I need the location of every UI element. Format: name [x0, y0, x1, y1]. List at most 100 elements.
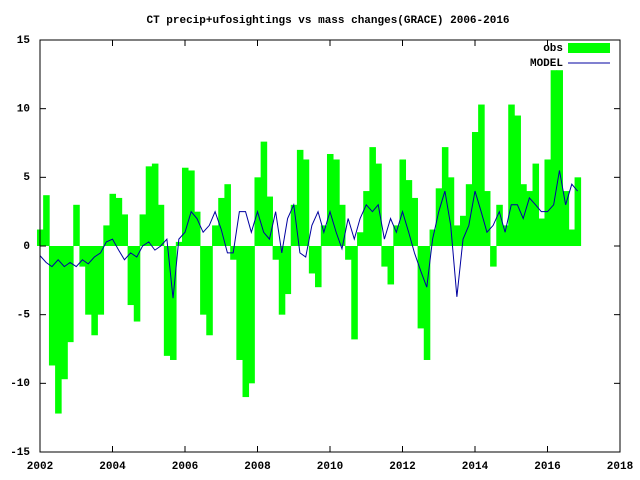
y-tick-label: -10 — [10, 378, 30, 390]
bar — [127, 246, 135, 306]
bar — [363, 191, 370, 246]
bar — [357, 232, 364, 246]
x-tick-label: 2014 — [462, 461, 489, 473]
bar — [538, 218, 545, 246]
bar — [326, 153, 334, 246]
bar — [67, 246, 74, 343]
bar — [483, 191, 491, 246]
legend-label: MODEL — [530, 58, 563, 70]
bar — [188, 170, 195, 246]
bar — [556, 70, 563, 246]
bar — [338, 204, 346, 246]
x-tick-label: 2018 — [607, 461, 634, 473]
bar — [212, 225, 219, 246]
bar — [115, 197, 123, 246]
bar — [526, 191, 533, 246]
x-tick-label: 2002 — [27, 461, 53, 473]
bar — [278, 246, 286, 315]
bar — [460, 215, 467, 246]
bar — [502, 225, 509, 246]
legend-label: obs — [543, 43, 563, 55]
bar — [206, 246, 213, 336]
bar — [453, 225, 461, 246]
bar — [423, 246, 431, 360]
bar — [369, 147, 376, 246]
bar — [574, 177, 582, 246]
x-tick-label: 2008 — [244, 461, 271, 473]
bar — [568, 229, 576, 246]
bar — [163, 246, 171, 356]
x-tick-label: 2006 — [172, 461, 198, 473]
bar — [175, 241, 183, 246]
bar — [490, 246, 497, 267]
bar — [103, 225, 110, 246]
bar — [320, 225, 328, 246]
bar — [441, 147, 449, 246]
bar — [97, 246, 105, 315]
bar — [109, 193, 117, 246]
bar — [351, 246, 358, 340]
bar — [417, 246, 425, 329]
bar — [411, 197, 418, 246]
bar — [79, 246, 86, 267]
bar — [478, 104, 485, 247]
bar — [248, 246, 255, 384]
bar — [447, 177, 455, 246]
bar — [550, 70, 558, 246]
bar — [315, 246, 322, 288]
y-tick-label: 10 — [17, 104, 30, 116]
bar — [218, 197, 225, 246]
bar — [405, 180, 413, 246]
y-tick-label: 15 — [17, 35, 31, 47]
bar — [61, 246, 68, 380]
x-tick-label: 2004 — [99, 461, 126, 473]
x-tick-label: 2010 — [317, 461, 343, 473]
bar — [266, 196, 273, 246]
bar — [181, 167, 189, 246]
bar — [145, 166, 153, 246]
bar — [170, 246, 177, 360]
line — [39, 170, 578, 299]
bar — [157, 204, 165, 246]
bar — [121, 214, 128, 246]
x-tick-label: 2012 — [389, 461, 415, 473]
bar — [296, 149, 304, 246]
bar — [224, 184, 231, 246]
y-tick-label: 5 — [23, 172, 30, 184]
bar — [399, 159, 407, 246]
bar — [381, 246, 388, 267]
bar — [55, 246, 62, 414]
bar — [260, 141, 268, 246]
bar — [284, 246, 292, 295]
bar — [514, 115, 521, 247]
bar — [73, 204, 80, 246]
bar — [302, 159, 310, 246]
bar — [508, 104, 515, 247]
bar — [91, 246, 98, 336]
x-tick-label: 2016 — [534, 461, 560, 473]
bar — [387, 246, 395, 285]
bar — [465, 184, 473, 246]
legend-swatch — [568, 43, 610, 53]
bar — [85, 246, 92, 315]
bar — [242, 246, 250, 398]
y-tick-label: -5 — [17, 310, 31, 322]
bar — [193, 211, 201, 246]
bar — [393, 225, 400, 246]
bar — [133, 246, 141, 322]
bar — [562, 191, 570, 246]
bar — [48, 246, 56, 366]
bar — [544, 159, 552, 246]
y-tick-label: -15 — [10, 447, 30, 459]
bar — [308, 246, 316, 274]
bar — [43, 195, 50, 246]
bar — [471, 132, 479, 246]
y-tick-label: 0 — [23, 241, 30, 253]
bar — [333, 159, 340, 246]
bar — [435, 188, 443, 246]
chart-title: CT precip+ufosightings vs mass changes(G… — [146, 15, 509, 27]
bar — [290, 204, 298, 246]
bar — [496, 204, 503, 246]
bar — [151, 163, 159, 246]
